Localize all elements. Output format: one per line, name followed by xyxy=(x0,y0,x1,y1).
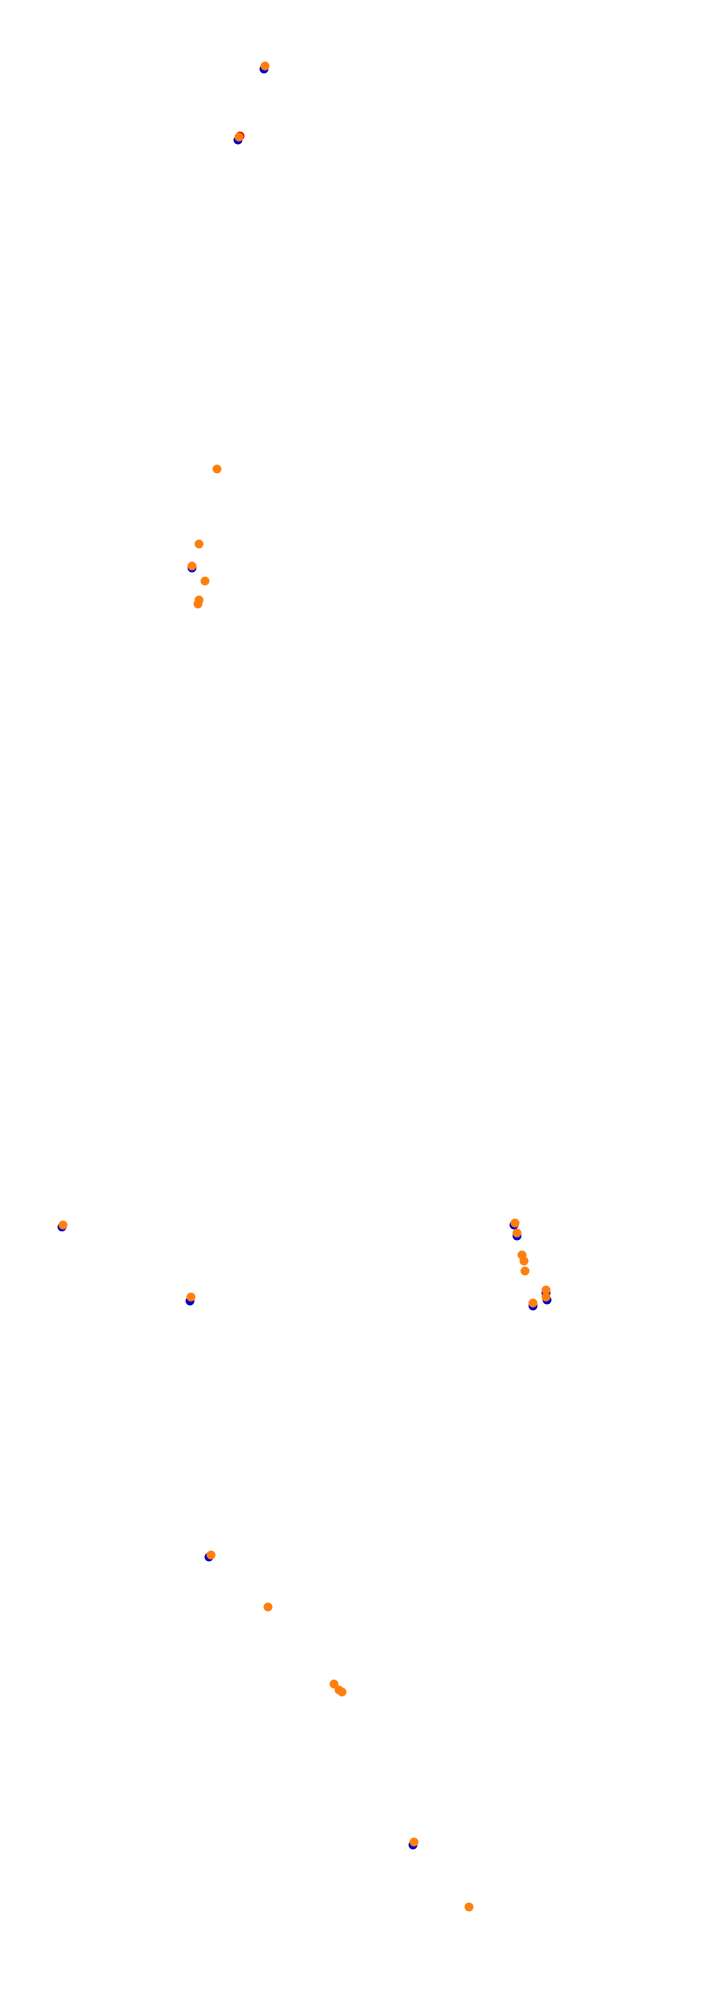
data-point xyxy=(520,1266,530,1276)
data-point xyxy=(212,464,222,474)
data-point xyxy=(541,1285,551,1295)
data-point xyxy=(234,132,244,142)
data-point xyxy=(200,576,210,586)
data-point xyxy=(186,1292,196,1302)
data-point xyxy=(510,1218,520,1228)
data-point xyxy=(512,1228,522,1238)
data-point xyxy=(329,1679,339,1689)
data-point xyxy=(187,561,197,571)
series-2 xyxy=(58,61,551,1912)
data-point xyxy=(337,1687,347,1697)
data-point xyxy=(409,1837,419,1847)
data-point xyxy=(263,1602,273,1612)
data-point xyxy=(464,1902,474,1912)
data-point xyxy=(194,539,204,549)
series-0 xyxy=(57,64,552,1850)
data-point xyxy=(206,1550,216,1560)
data-point xyxy=(519,1256,529,1266)
data-point xyxy=(541,1292,551,1302)
data-point xyxy=(58,1220,68,1230)
data-point xyxy=(528,1298,538,1308)
data-point xyxy=(193,599,203,609)
data-point xyxy=(260,61,270,71)
